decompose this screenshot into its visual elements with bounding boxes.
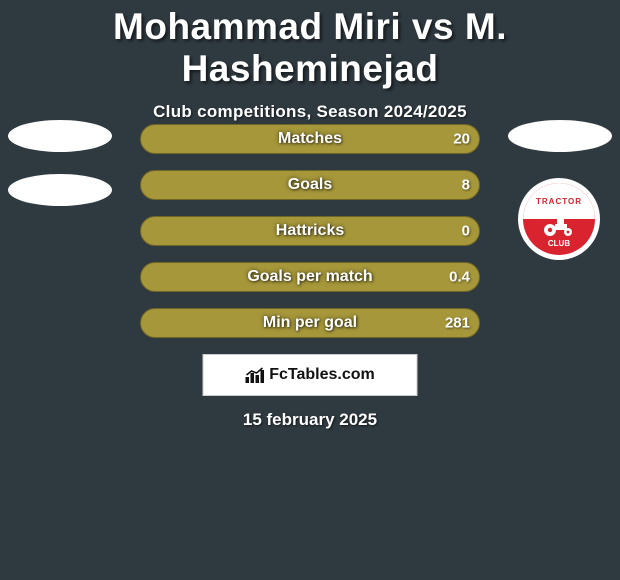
club-name-bottom: CLUB <box>523 239 595 248</box>
page-title: Mohammad Miri vs M. Hasheminejad <box>0 0 620 90</box>
tractor-icon <box>543 215 575 237</box>
player-right-badge-1 <box>508 120 612 152</box>
stat-bar-hattricks: Hattricks 0 <box>140 216 480 246</box>
stat-label: Min per goal <box>263 314 357 332</box>
brand-text: FcTables.com <box>269 366 375 384</box>
club-badge: TRACTOR CLUB <box>518 178 600 260</box>
stat-label: Hattricks <box>276 222 344 240</box>
stat-bar-matches: Matches 20 <box>140 124 480 154</box>
chart-icon <box>245 367 265 383</box>
stat-right-value: 8 <box>462 177 470 194</box>
player-left-badge-2 <box>8 174 112 206</box>
stat-right-value: 0.4 <box>449 269 470 286</box>
stat-label: Matches <box>278 130 342 148</box>
stat-bar-min-per-goal: Min per goal 281 <box>140 308 480 338</box>
stat-bar-goals-per-match: Goals per match 0.4 <box>140 262 480 292</box>
stat-right-value: 281 <box>445 315 470 332</box>
date-text: 15 february 2025 <box>0 410 620 430</box>
stat-right-value: 0 <box>462 223 470 240</box>
stat-bar-goals: Goals 8 <box>140 170 480 200</box>
stat-bars: Matches 20 Goals 8 Hattricks 0 Goals per… <box>140 124 480 354</box>
player-left-badge-1 <box>8 120 112 152</box>
stat-right-value: 20 <box>453 131 470 148</box>
stat-label: Goals <box>288 176 332 194</box>
stat-label: Goals per match <box>247 268 372 286</box>
club-name-top: TRACTOR <box>536 197 582 206</box>
brand-box[interactable]: FcTables.com <box>203 354 418 396</box>
subtitle: Club competitions, Season 2024/2025 <box>0 102 620 122</box>
